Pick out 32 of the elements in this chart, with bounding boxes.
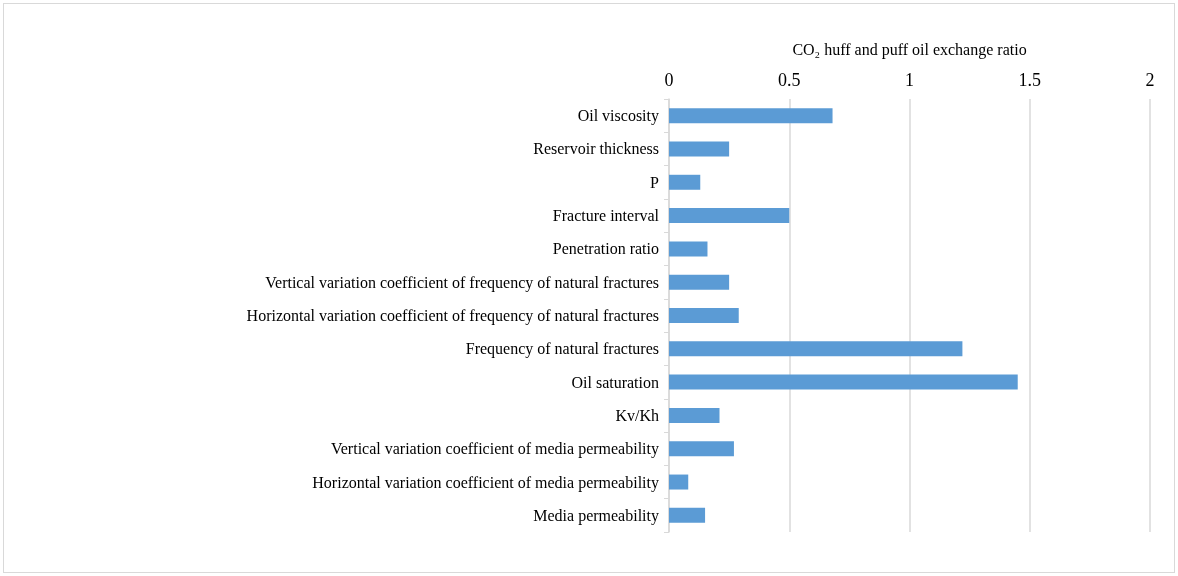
y-tick-label: Reservoir thickness [533, 140, 659, 158]
bar [669, 308, 739, 323]
bar [669, 441, 734, 457]
bar [669, 274, 730, 290]
bar [669, 407, 720, 423]
y-tick-label: Penetration ratio [552, 240, 659, 258]
y-tick-label: Oil saturation [571, 373, 659, 391]
bar [669, 474, 689, 490]
bar [669, 341, 963, 357]
x-tick-label: 0 [664, 70, 674, 90]
x-tick-label: 0.5 [778, 70, 801, 90]
y-tick-label: P [650, 173, 660, 191]
y-tick-label: Frequency of natural fractures [465, 340, 659, 359]
bar [669, 241, 708, 257]
bar [669, 208, 790, 224]
bar [669, 174, 701, 190]
y-tick-label: Horizontal variation coefficient of media permeability [312, 473, 659, 492]
y-tick-label: Oil viscosity [577, 107, 659, 126]
y-tick-label: Vertical variation coefficient of media permeability [330, 440, 659, 459]
x-tick-label: 1.5 [1018, 70, 1041, 90]
y-tick-label: Kv/Kh [615, 406, 659, 424]
y-tick-label: Vertical variation coefficient of frequency of natural fractures [265, 273, 659, 292]
y-tick-label: Fracture interval [552, 207, 660, 225]
x-axis-title: CO₂ huff and puff oil exchange ratio [792, 40, 1027, 59]
bar [669, 108, 833, 124]
bar [669, 507, 706, 523]
y-tick-label: Media permeability [533, 506, 659, 525]
x-tick-label: 2 [1145, 70, 1155, 90]
bar [669, 141, 730, 157]
x-tick-label: 1 [905, 70, 914, 90]
bar [669, 374, 1018, 390]
y-tick-label: Horizontal variation coefficient of frequency of natural fractures [246, 307, 659, 325]
